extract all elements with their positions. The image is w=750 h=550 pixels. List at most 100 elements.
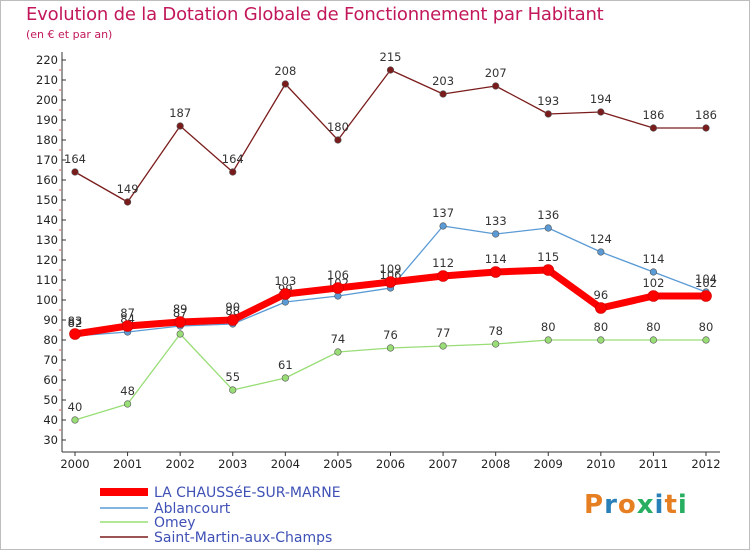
y-tick-label: 70 [43,353,58,367]
data-label: 90 [225,300,240,314]
x-tick-label: 2012 [691,457,720,471]
data-label: 112 [432,256,454,270]
y-tick-label: 170 [36,153,58,167]
data-point [597,108,605,116]
data-label: 40 [68,400,83,414]
y-tick-label: 120 [36,253,58,267]
logo-letter: i [654,490,665,520]
y-minor-tick [59,269,61,271]
legend-label: Saint-Martin-aux-Champs [154,530,332,546]
logo-letter: t [664,490,678,520]
data-point [176,122,184,130]
data-label: 102 [695,276,717,290]
data-point [492,340,500,348]
data-point [226,314,239,326]
data-point [69,328,81,340]
data-point [279,288,292,300]
data-label: 103 [274,274,296,288]
y-tick-label: 210 [36,73,58,87]
data-point [492,82,500,90]
data-label: 207 [485,66,507,80]
data-label: 80 [646,320,661,334]
data-point [123,198,132,206]
data-label: 48 [120,384,135,398]
data-point [439,222,447,230]
data-label: 164 [64,152,86,166]
data-label: 74 [331,332,346,346]
data-point [702,336,710,344]
y-minor-tick [59,229,61,231]
y-minor-tick [59,209,61,211]
data-point [71,416,79,424]
y-tick-label: 110 [36,273,58,287]
y-minor-tick [59,309,61,311]
logo-letter: i [677,490,688,520]
data-label: 87 [120,306,135,320]
y-tick-label: 80 [43,333,58,347]
data-label: 133 [485,214,507,228]
series-line [74,69,707,203]
data-point [439,342,447,350]
data-label: 61 [278,358,293,372]
data-point [489,266,502,278]
y-tick-label: 190 [36,113,58,127]
data-point [71,168,79,176]
x-tick-label: 2002 [166,457,195,471]
data-point [384,276,397,288]
data-label: 114 [642,252,664,266]
x-tick-label: 2009 [534,457,563,471]
y-minor-tick [59,429,61,431]
data-label: 180 [327,120,349,134]
y-minor-tick [59,389,61,391]
y-tick-label: 50 [43,393,58,407]
y-tick-label: 140 [36,213,58,227]
y-minor-tick [59,69,61,71]
data-label: 203 [432,74,454,88]
data-point [597,336,605,344]
data-point [334,136,342,144]
y-tick-label: 200 [36,93,58,107]
data-label: 77 [436,326,451,340]
x-tick-label: 2003 [218,457,247,471]
series-saint-martin-aux-champs: 164 149 187 164 208 180 215 203 207 193 194 186 186 [64,50,717,206]
data-point [439,90,447,98]
chart-title: Evolution de la Dotation Globale de Fonc… [26,4,604,25]
logo-letter: o [617,490,637,520]
y-tick-label: 30 [43,433,58,447]
x-tick-label: 2005 [323,457,352,471]
data-label: 187 [169,106,191,120]
y-tick-label: 130 [36,233,58,247]
data-label: 109 [380,262,402,276]
data-label: 55 [225,370,240,384]
y-tick-label: 40 [43,413,58,427]
x-tick-label: 2004 [271,457,300,471]
data-label: 193 [537,94,559,108]
data-label: 208 [274,64,296,78]
logo-letter: x [636,490,655,520]
data-label: 215 [380,50,402,64]
y-tick-label: 220 [36,53,58,67]
data-label: 80 [594,320,609,334]
proxiti-logo: Proxiti [584,490,688,520]
data-label: 80 [699,320,714,334]
y-minor-tick [59,249,61,251]
data-point [174,316,186,328]
y-minor-tick [59,369,61,371]
data-point [281,374,289,382]
data-label: 186 [642,108,664,122]
data-point [229,386,237,394]
data-label: 115 [537,250,559,264]
data-point [649,268,658,276]
x-tick-label: 2000 [60,457,89,471]
data-label: 114 [485,252,507,266]
data-point [649,336,658,344]
data-label: 80 [541,320,556,334]
data-point [544,336,552,344]
x-tick-label: 2008 [481,457,510,471]
data-label: 102 [642,276,664,290]
y-tick-label: 90 [43,313,58,327]
legend-label: Ablancourt [154,501,231,517]
y-minor-tick [59,109,61,111]
